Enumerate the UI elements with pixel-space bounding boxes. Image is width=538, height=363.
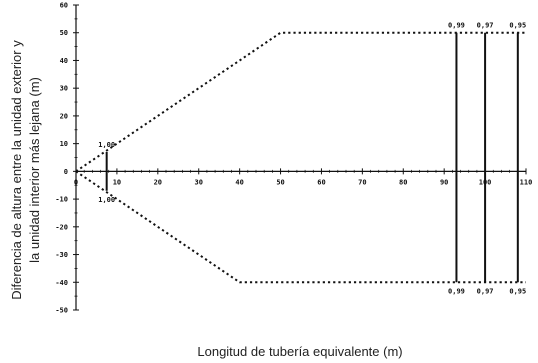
envelope-line-1 (75, 31, 526, 173)
envelope-line-2 (75, 170, 526, 284)
y-tick-label: 60 (60, 2, 68, 10)
x-tick-label: 90 (440, 178, 448, 186)
y-tick-label: 30 (60, 85, 68, 93)
x-tick-label: 60 (317, 178, 325, 186)
x-tick-label: 80 (399, 178, 407, 186)
chart-marks (75, 31, 526, 284)
y-tick-label: 0 (64, 168, 68, 176)
annotation-label: 0,97 (477, 22, 494, 30)
x-tick-label: 0 (74, 178, 78, 186)
axes (73, 4, 527, 311)
annotation-label: 1,00 (98, 141, 115, 149)
y-tick-label: -30 (55, 251, 68, 259)
y-tick-label: -10 (55, 196, 68, 204)
annotation-label: 1,00 (98, 196, 115, 204)
y-tick-label: 50 (60, 29, 68, 37)
annotation-label: 0,95 (509, 287, 526, 295)
x-tick-label: 70 (358, 178, 366, 186)
y-tick-label: -40 (55, 279, 68, 287)
annotation-label: 0,99 (448, 287, 465, 295)
y-tick-label: 10 (60, 140, 68, 148)
x-tick-label: 50 (276, 178, 284, 186)
x-tick-label: 40 (235, 178, 243, 186)
y-axis-title-line-1: Diferencia de altura entre la unidad ext… (9, 40, 24, 300)
x-tick-label: 20 (154, 178, 162, 186)
x-tick-label: 110 (520, 178, 533, 186)
x-tick-label: 30 (195, 178, 203, 186)
x-tick-label: 10 (113, 178, 121, 186)
y-tick-label: -20 (55, 223, 68, 231)
y-tick-label: 20 (60, 112, 68, 120)
annotation-label: 0,99 (448, 22, 465, 30)
y-tick-label: -50 (55, 307, 68, 315)
y-axis-title-line-2: la unidad interior más lejana (m) (27, 77, 42, 263)
y-tick-label: 40 (60, 57, 68, 65)
x-axis-title: Longitud de tubería equivalente (m) (197, 344, 402, 359)
x-tick-label: 100 (479, 178, 492, 186)
annotation-label: 0,97 (477, 287, 494, 295)
annotation-label: 0,95 (509, 22, 526, 30)
